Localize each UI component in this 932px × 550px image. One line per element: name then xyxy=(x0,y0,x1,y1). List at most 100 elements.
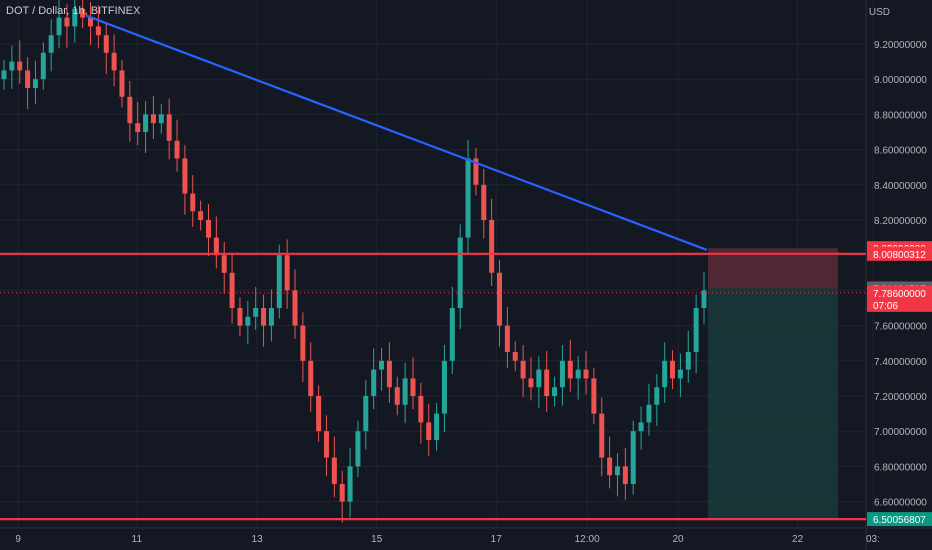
candle-body xyxy=(135,123,141,132)
candle-body xyxy=(670,360,676,379)
candle-body xyxy=(268,308,274,326)
candle-body xyxy=(473,158,479,185)
take-profit-zone[interactable] xyxy=(708,288,838,520)
candle-body xyxy=(182,158,188,194)
candle-body xyxy=(158,114,164,124)
candle-body xyxy=(520,360,526,379)
x-tick-label: 13 xyxy=(252,534,264,545)
x-tick-label: 22 xyxy=(792,534,804,545)
candle-body xyxy=(221,255,227,273)
candle-body xyxy=(64,17,70,27)
candle-body xyxy=(559,360,565,388)
candle-body xyxy=(174,140,180,159)
candle-body xyxy=(591,378,597,414)
candle-body xyxy=(198,211,204,220)
candle-body xyxy=(614,466,620,476)
candle-body xyxy=(654,387,660,405)
candle-body xyxy=(552,387,558,396)
candle-body xyxy=(701,290,707,308)
candle-body xyxy=(143,114,149,132)
candle-body xyxy=(662,360,668,388)
candle-body xyxy=(72,8,78,27)
candle-body xyxy=(567,360,573,379)
candle-body xyxy=(481,184,487,220)
price-label-red xyxy=(867,285,932,312)
candle-body xyxy=(630,431,636,484)
candle-body xyxy=(677,369,683,379)
candle-body xyxy=(504,325,510,352)
price-label-text: 6.50056807 xyxy=(873,515,926,526)
candle-body xyxy=(127,96,133,124)
x-tick-label: 03: xyxy=(866,534,880,545)
candle-body xyxy=(536,369,542,388)
candle-body xyxy=(103,35,109,53)
candle-body xyxy=(418,396,424,423)
candle-body xyxy=(371,369,377,396)
candle-body xyxy=(512,352,518,361)
candle-body xyxy=(1,70,7,80)
x-tick-label: 9 xyxy=(15,534,21,545)
y-tick-label: 7.40000000 xyxy=(874,357,927,368)
candle-body xyxy=(300,325,306,361)
candle-body xyxy=(111,52,117,71)
y-tick-label: 9.20000000 xyxy=(874,40,927,51)
candle-body xyxy=(25,70,31,88)
candle-body xyxy=(48,35,54,53)
candle-body xyxy=(9,61,15,71)
candle-body xyxy=(229,272,235,308)
symbol-title: DOT / Dollar, 1h, BITFINEX xyxy=(6,5,141,17)
candle-body xyxy=(323,431,329,458)
candle-body xyxy=(88,17,94,27)
candle-body xyxy=(261,308,267,326)
candle-body xyxy=(80,8,86,18)
countdown-label-text: 07:06 xyxy=(873,301,898,312)
candle-body xyxy=(17,61,23,71)
candle-body xyxy=(40,52,46,80)
candle-body xyxy=(95,26,101,36)
price-label-red xyxy=(867,246,932,261)
candle-body xyxy=(166,114,172,141)
candle-body xyxy=(119,70,125,97)
candle-body xyxy=(150,114,156,124)
candle-body xyxy=(32,79,38,88)
candle-body xyxy=(622,466,628,484)
candle-body xyxy=(426,422,432,440)
candle-body xyxy=(638,422,644,432)
candle-body xyxy=(575,369,581,379)
candle-body xyxy=(347,466,353,502)
candle-body xyxy=(213,237,219,256)
candle-body xyxy=(441,360,447,414)
candle-body xyxy=(402,378,408,405)
candle-body xyxy=(331,457,337,484)
candle-body xyxy=(205,220,211,238)
candle-body xyxy=(316,396,322,432)
candle-body xyxy=(276,255,282,308)
candle-body xyxy=(284,255,290,291)
y-tick-label: 6.60000000 xyxy=(874,498,927,509)
price-label-green xyxy=(867,512,932,527)
candle-body xyxy=(56,17,62,36)
candle-body xyxy=(245,316,251,326)
candle-body xyxy=(434,413,440,440)
price-label-text: 7.78600000 xyxy=(873,289,926,300)
y-tick-label: 7.20000000 xyxy=(874,392,927,403)
candle-body xyxy=(528,378,534,388)
y-tick-label: 7.00000000 xyxy=(874,427,927,438)
candle-body xyxy=(544,369,550,396)
candle-body xyxy=(394,387,400,405)
candle-body xyxy=(410,378,416,396)
candle-body xyxy=(292,290,298,326)
y-tick-label: 7.60000000 xyxy=(874,322,927,333)
candle-body xyxy=(693,308,699,352)
candle-body xyxy=(497,272,503,326)
y-tick-label: 8.40000000 xyxy=(874,181,927,192)
candle-body xyxy=(465,158,471,238)
y-tick-label: 6.80000000 xyxy=(874,462,927,473)
candle-body xyxy=(583,369,589,379)
candle-body xyxy=(190,193,196,212)
candle-body xyxy=(355,431,361,467)
trendline[interactable] xyxy=(86,14,708,251)
candle-body xyxy=(449,308,455,361)
candle-body xyxy=(599,413,605,458)
